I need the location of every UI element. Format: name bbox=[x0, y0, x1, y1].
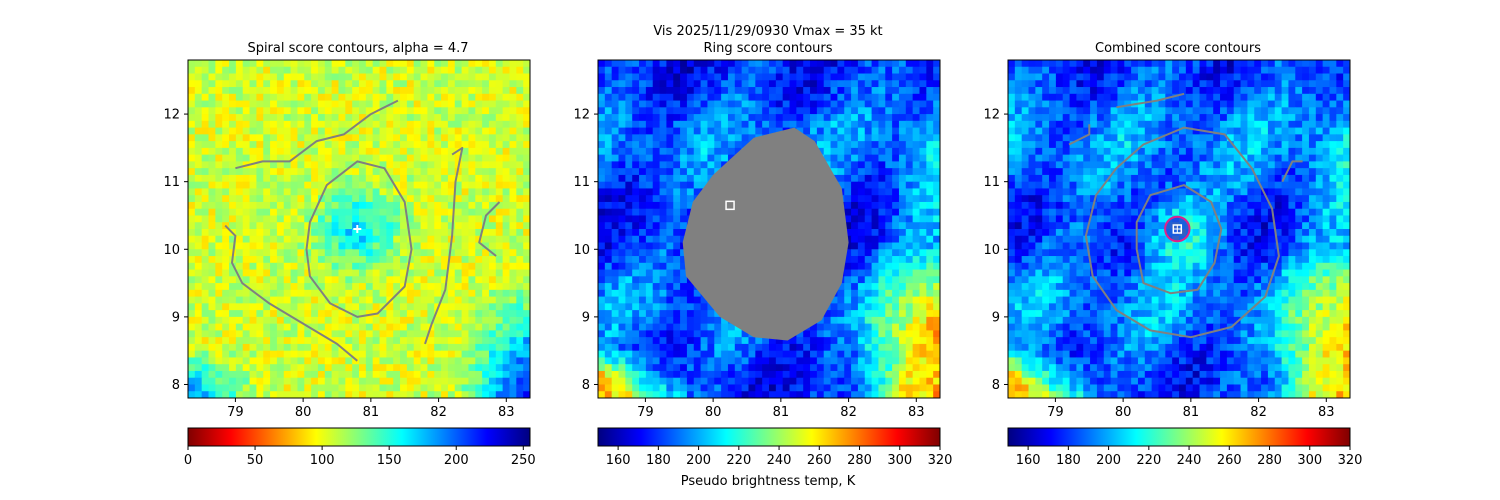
plot-frame bbox=[187, 59, 531, 399]
y-tick-label: 10 bbox=[983, 243, 1000, 258]
y-tick-label: 10 bbox=[573, 243, 590, 258]
x-tick-label: 79 bbox=[1047, 405, 1064, 420]
x-tick-label: 80 bbox=[295, 405, 312, 420]
combined-score-panel: Combined score contours 79 80 81 82 83 8 9 10 11… bbox=[983, 41, 1362, 468]
plot-frame bbox=[597, 59, 941, 399]
x-tick-label: 82 bbox=[840, 405, 857, 420]
contour-inner-ring bbox=[1135, 184, 1223, 295]
colorbar-tick-label: 300 bbox=[887, 453, 912, 468]
masked-region bbox=[682, 127, 849, 341]
colorbar bbox=[1007, 427, 1351, 447]
colorbar-tick-label: 180 bbox=[646, 453, 671, 468]
x-tick-label: 81 bbox=[1183, 405, 1200, 420]
x-tick-label: 83 bbox=[1318, 405, 1335, 420]
y-tick-label: 9 bbox=[582, 310, 590, 325]
colorbar-tick-label: 160 bbox=[606, 453, 631, 468]
x-tick-label: 80 bbox=[705, 405, 722, 420]
contour-spiral-arm-right bbox=[424, 146, 464, 345]
x-tick-label: 82 bbox=[430, 405, 447, 420]
colorbar-tick-label: 300 bbox=[1297, 453, 1322, 468]
colorbar-tick-label: 320 bbox=[928, 453, 953, 468]
y-tick-label: 12 bbox=[983, 108, 1000, 123]
contour-spiral-arm-left bbox=[224, 224, 358, 362]
panel-title: Ring score contours bbox=[703, 41, 832, 56]
colorbar-tick-label: 220 bbox=[1136, 453, 1161, 468]
x-tick-label: 83 bbox=[498, 405, 515, 420]
colorbar-tick-label: 320 bbox=[1338, 453, 1363, 468]
y-tick-label: 9 bbox=[172, 310, 180, 325]
colorbar-tick-label: 280 bbox=[1257, 453, 1282, 468]
colorbar-tick-label: 250 bbox=[511, 453, 536, 468]
y-tick-label: 10 bbox=[163, 243, 180, 258]
colorbar-tick-label: 220 bbox=[726, 453, 751, 468]
contour-arm-top bbox=[1116, 92, 1185, 109]
ring-score-panel: Ring score contours 79 80 81 82 83 8 9 10 11 12 16… bbox=[573, 41, 952, 468]
x-tick-label: 81 bbox=[363, 405, 380, 420]
colorbar-tick-label: 260 bbox=[1217, 453, 1242, 468]
y-tick-label: 12 bbox=[573, 108, 590, 123]
contour-arm-left bbox=[1068, 124, 1091, 146]
colorbar-tick-label: 240 bbox=[767, 453, 792, 468]
y-tick-label: 12 bbox=[163, 108, 180, 123]
colorbar-tick-label: 150 bbox=[377, 453, 402, 468]
center-marker-cross bbox=[1173, 225, 1182, 233]
center-marker bbox=[725, 200, 735, 211]
x-tick-label: 83 bbox=[908, 405, 925, 420]
colorbar-tick-label: 260 bbox=[807, 453, 832, 468]
suptitle-line1: Vis 2025/11/29/0930 Vmax = 35 kt bbox=[653, 24, 882, 39]
y-tick-label: 11 bbox=[573, 175, 590, 190]
spiral-score-panel: Spiral score contours, alpha = 4.7 79 80 8… bbox=[163, 41, 535, 468]
colorbar-tick-label: 160 bbox=[1016, 453, 1041, 468]
y-tick-label: 11 bbox=[983, 175, 1000, 190]
colorbar bbox=[187, 427, 531, 447]
colorbar-tick-label: 100 bbox=[310, 453, 335, 468]
y-tick-label: 8 bbox=[992, 378, 1000, 393]
colorbar-tick-label: 200 bbox=[444, 453, 469, 468]
colorbar-tick-label: 240 bbox=[1177, 453, 1202, 468]
x-tick-label: 81 bbox=[773, 405, 790, 420]
colorbar-tick-label: 0 bbox=[184, 453, 192, 468]
colorbar-tick-label: 180 bbox=[1056, 453, 1081, 468]
colorbar-tick-label: 200 bbox=[686, 453, 711, 468]
panel-title: Combined score contours bbox=[1095, 41, 1261, 56]
plot-frame bbox=[1007, 59, 1351, 399]
colorbar-tick-label: 200 bbox=[1096, 453, 1121, 468]
contour-inner-loop bbox=[305, 160, 413, 318]
contour-outer-ring bbox=[1084, 126, 1280, 339]
colorbar-tick-label: 50 bbox=[247, 453, 264, 468]
center-marker bbox=[353, 225, 362, 233]
colorbar bbox=[597, 427, 941, 447]
y-tick-label: 11 bbox=[163, 175, 180, 190]
contour-spiral-arm-top bbox=[235, 99, 399, 170]
x-tick-label: 82 bbox=[1250, 405, 1267, 420]
contour-spiral-arm-east bbox=[478, 201, 501, 257]
x-tick-label: 79 bbox=[227, 405, 244, 420]
x-tick-label: 79 bbox=[637, 405, 654, 420]
x-tick-label: 80 bbox=[1115, 405, 1132, 420]
contour-arm-right bbox=[1281, 160, 1303, 183]
colorbar-tick-label: 280 bbox=[847, 453, 872, 468]
y-tick-label: 9 bbox=[992, 310, 1000, 325]
colorbar-xlabel: Pseudo brightness temp, K bbox=[681, 474, 856, 489]
y-tick-label: 8 bbox=[582, 378, 590, 393]
y-tick-label: 8 bbox=[172, 378, 180, 393]
panel-title: Spiral score contours, alpha = 4.7 bbox=[247, 41, 468, 56]
heatmap-field bbox=[1008, 60, 1350, 398]
